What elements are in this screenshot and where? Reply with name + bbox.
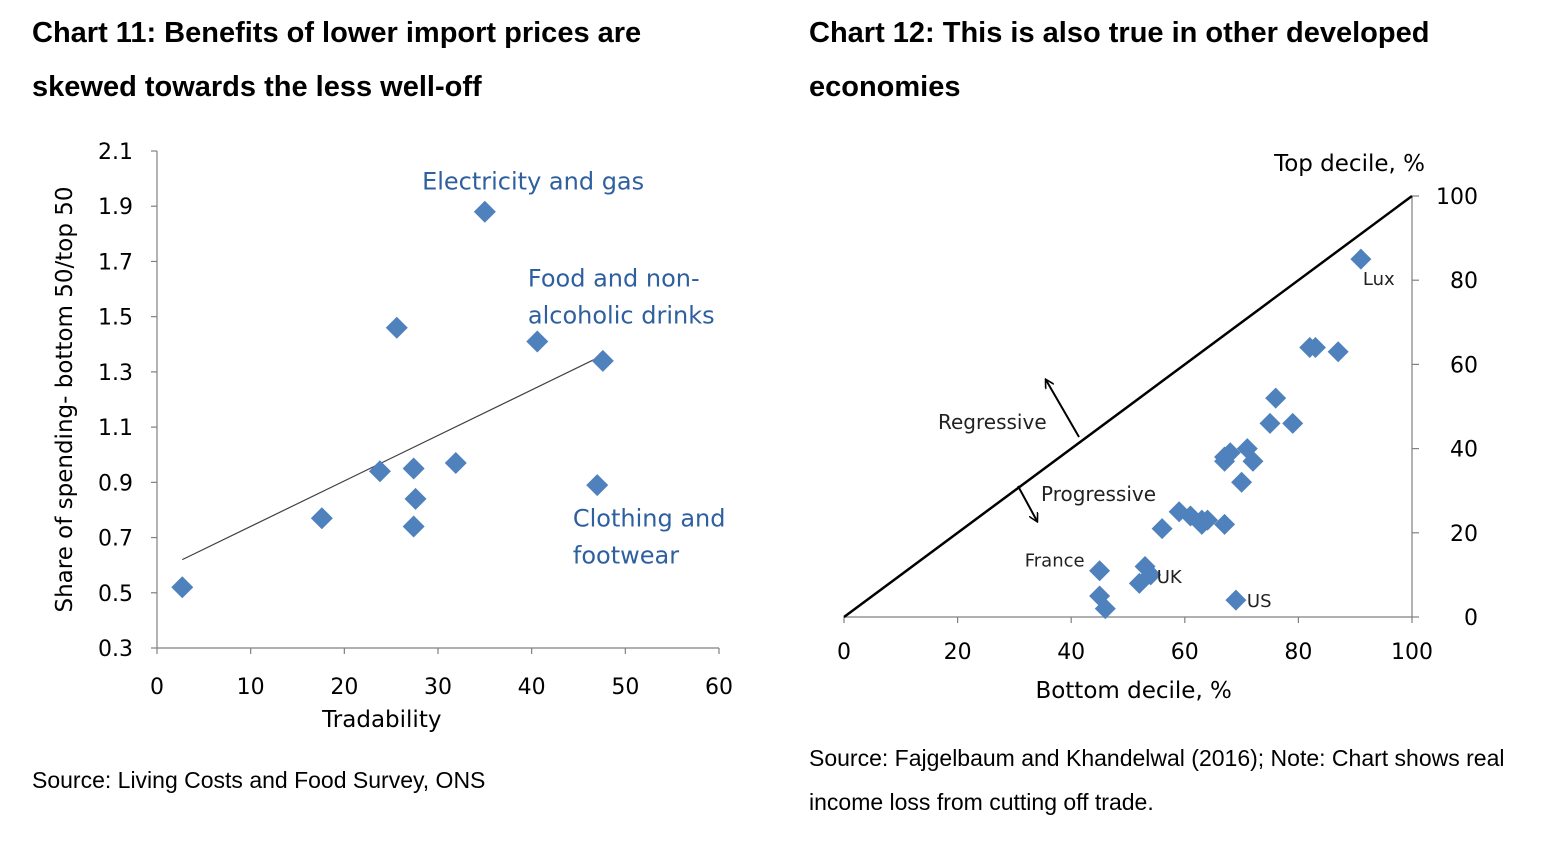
chart12-source: Source: Fajgelbaum and Khandelwal (2016)… [809,745,1505,815]
data-point [1242,450,1264,472]
regressive-label: Regressive [938,410,1047,434]
data-point [591,349,614,372]
x-tick-label: 20 [330,675,358,700]
y-tick-label: 0 [1464,606,1478,631]
data-point [1327,341,1349,363]
x-tick-label: 100 [1391,640,1433,665]
x-tick-label: 80 [1284,640,1312,665]
data-point [1265,387,1287,409]
y-tick-label: 0.5 [98,582,133,607]
data-point [1219,442,1241,464]
y-tick-label: 0.3 [98,637,133,662]
data-point [1140,564,1162,586]
point-annotation: Clothing and footwear [573,505,726,570]
country-label: UK [1157,567,1183,588]
country-label: US [1247,591,1272,612]
x-tick-label: 60 [1171,640,1199,665]
x-tick-label: 30 [424,675,452,700]
data-point [1134,555,1156,577]
data-point [1259,412,1281,434]
progressive-label: Progressive [1041,482,1156,506]
data-point [1214,450,1236,472]
data-point [1350,248,1372,270]
chart12-title: Chart 12: This is also true in other dev… [809,17,1430,103]
y-tick-label: 1.9 [98,195,133,220]
data-point [1299,337,1321,359]
data-point [402,515,425,538]
chart11-source: Source: Living Costs and Food Survey, ON… [32,767,486,793]
data-point [1089,560,1111,582]
data-point [1168,501,1190,523]
chart11-title: Chart 11: Benefits of lower import price… [32,17,642,103]
y-axis-title: Share of spending- bottom 50/top 50 [52,186,78,612]
y-tick-label: 1.3 [98,361,133,386]
data-point [1282,412,1304,434]
x-tick-label: 0 [150,675,164,700]
annotation-line: footwear [573,542,679,570]
x-axis-title: Bottom decile, % [1035,678,1231,704]
regressive-arrow [1046,380,1080,438]
data-point [526,330,549,353]
data-point [1191,509,1213,531]
data-point [1128,572,1150,594]
equality-line [843,194,1413,619]
x-tick-label: 20 [944,640,972,665]
annotation-line: Electricity and gas [422,168,644,196]
x-tick-label: 40 [1057,640,1085,665]
data-point [1191,513,1213,535]
data-point [402,457,425,480]
y-tick-label: 1.1 [98,416,133,441]
data-point [1214,513,1236,535]
data-point [1236,438,1258,460]
trend-line [182,354,604,561]
data-point [171,576,194,599]
y-tick-label: 0.7 [98,527,133,552]
y-tick-label: 100 [1436,185,1478,210]
data-point [1304,337,1326,359]
data-point [1225,589,1247,611]
y-tick-label: 2.1 [98,140,133,165]
data-point [1179,505,1201,527]
country-label: France [1025,551,1085,572]
data-point [1231,471,1253,493]
data-point [1214,446,1236,468]
annotation-line: Food and non- [528,264,700,292]
y-tick-label: 20 [1450,522,1478,547]
x-tick-label: 50 [611,675,639,700]
data-point [1094,598,1116,620]
x-tick-label: 60 [705,675,733,700]
data-point [444,452,467,475]
y-tick-label: 60 [1450,353,1478,378]
y-tick-label: 40 [1450,438,1478,463]
data-point [310,507,333,530]
x-axis-title: Tradability [321,707,441,733]
y-tick-label: 80 [1450,269,1478,294]
y-tick-label: 1.5 [98,306,133,331]
point-annotation: Food and non-alcoholic drinks [528,264,715,329]
progressive-arrow [1017,485,1037,521]
y-axis-title: Top decile, % [1273,151,1425,177]
data-point [1151,518,1173,540]
country-label: Lux [1363,269,1395,290]
data-point [368,460,391,483]
x-tick-label: 0 [837,640,851,665]
point-annotation: Electricity and gas [422,168,644,196]
annotation-line: Clothing and [573,505,726,533]
data-point [1197,509,1219,531]
x-tick-label: 10 [237,675,265,700]
data-point [586,474,609,497]
data-point [404,487,427,510]
x-tick-label: 40 [518,675,546,700]
data-point [385,316,408,339]
y-tick-label: 1.7 [98,250,133,275]
annotation-line: alcoholic drinks [528,301,715,329]
data-point [473,200,496,223]
y-tick-label: 0.9 [98,471,133,496]
data-point [1089,585,1111,607]
